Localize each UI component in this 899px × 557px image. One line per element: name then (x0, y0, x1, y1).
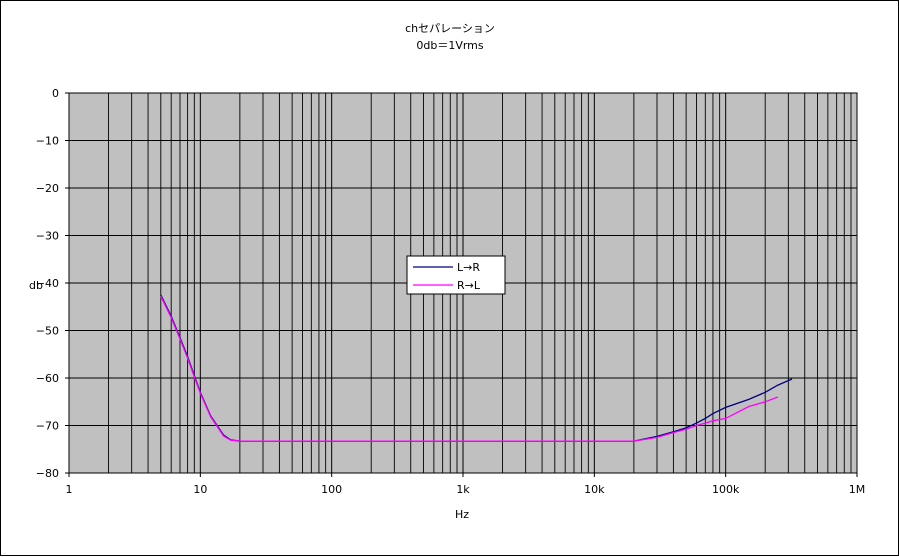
y-tick-label: −70 (36, 420, 59, 433)
y-tick-label: −10 (36, 135, 59, 148)
chart-title: chセパレーション (405, 22, 495, 35)
chart-subtitle: 0db＝1Vrms (416, 39, 484, 52)
x-tick-label: 1 (66, 483, 73, 496)
y-tick-label: −80 (36, 467, 59, 480)
grid-lines (69, 92, 857, 474)
x-tick-label: 100 (321, 483, 342, 496)
y-tick-label: −20 (36, 182, 59, 195)
x-tick-label: 10k (584, 483, 605, 496)
legend-label-l-to-r: L→R (457, 261, 480, 274)
y-tick-label: −60 (36, 372, 59, 385)
y-tick-label: 0 (52, 87, 59, 100)
legend-label-r-to-l: R→L (457, 279, 481, 292)
series-line-r-to-l (160, 296, 779, 442)
x-tick-label: 1M (849, 483, 866, 496)
legend-box (406, 255, 506, 295)
x-tick-label: 100k (712, 483, 740, 496)
tick-labels: 1 10 100 1k 10k 100k 1M 0 −10 −20 −30 −40 −50 −60 −70 −… (36, 87, 865, 496)
y-axis-label: db (29, 279, 43, 292)
x-axis-label: Hz (455, 508, 469, 521)
legend: L→R R→L (406, 255, 506, 295)
x-tick-label: 1k (456, 483, 470, 496)
y-tick-label: −30 (36, 230, 59, 243)
y-tick-label: −40 (36, 277, 59, 290)
x-tick-label: 10 (193, 483, 207, 496)
y-tick-label: −50 (36, 325, 59, 338)
series-lines (160, 294, 793, 442)
